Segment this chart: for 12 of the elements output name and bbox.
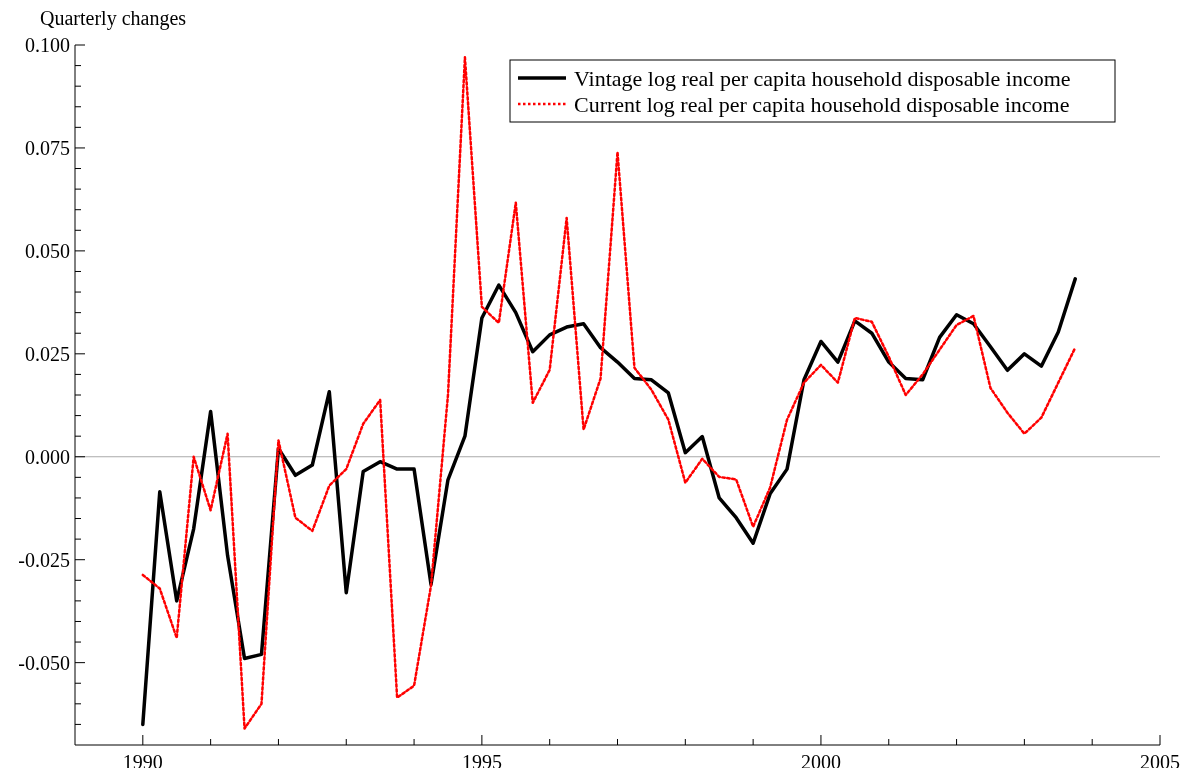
y-tick-label: 0.075	[25, 136, 70, 159]
legend-label: Current log real per capita household disposable income	[574, 91, 1070, 117]
y-tick-label: -0.025	[18, 548, 70, 571]
legend-label: Vintage log real per capita household disposable income	[574, 65, 1071, 91]
y-tick-label: 0.000	[25, 445, 70, 468]
line-series	[141, 277, 1077, 727]
line-series	[141, 56, 1077, 730]
y-tick-label: 0.100	[25, 34, 70, 56]
y-tick-label: 0.025	[25, 342, 70, 365]
y-tick-label: 0.050	[25, 239, 70, 262]
y-axis-title: Quarterly changes	[40, 7, 187, 30]
y-tick-label: -0.050	[18, 651, 70, 674]
